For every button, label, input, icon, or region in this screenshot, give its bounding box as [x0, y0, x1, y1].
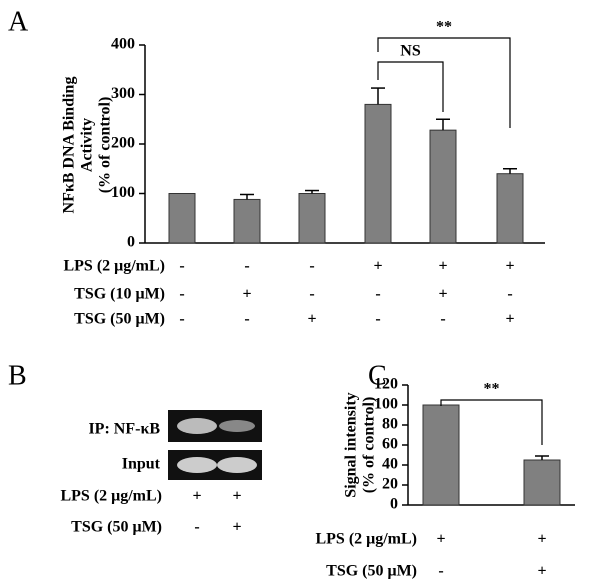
- bar: [233, 198, 261, 244]
- bar: [298, 193, 326, 244]
- y-tick-label: 40: [382, 456, 398, 473]
- condition-mark: -: [375, 311, 380, 328]
- lane-label: IP: NF-κB: [88, 421, 160, 438]
- condition-label: LPS (2 μg/mL): [315, 531, 417, 548]
- significance-bracket: [377, 37, 511, 128]
- bar: [429, 129, 457, 244]
- condition-mark: +: [537, 531, 546, 548]
- y-tick-label: 0: [390, 496, 398, 513]
- bar: [523, 459, 561, 506]
- condition-mark: -: [179, 286, 184, 303]
- panel-label: A: [8, 6, 29, 37]
- y-tick-label: 200: [111, 135, 135, 152]
- bar: [496, 173, 524, 244]
- y-tick-label: 20: [382, 476, 398, 493]
- y-axis-label: Signal intensity: [343, 392, 360, 497]
- condition-mark: -: [375, 286, 380, 303]
- condition-mark: -: [194, 519, 199, 536]
- annotation: **: [436, 19, 452, 36]
- condition-label: TSG (50 μM): [74, 311, 165, 328]
- y-tick-label: 120: [374, 376, 398, 393]
- condition-mark: -: [438, 563, 443, 580]
- annotation: NS: [400, 43, 421, 60]
- annotation: **: [484, 381, 500, 398]
- y-axis-label: (% of control): [361, 397, 378, 494]
- y-tick-label: 400: [111, 36, 135, 53]
- condition-mark: +: [373, 258, 382, 275]
- y-tick-label: 100: [374, 396, 398, 413]
- band: [177, 418, 217, 434]
- band: [177, 457, 217, 473]
- y-tick-label: 100: [111, 184, 135, 201]
- bar: [168, 193, 196, 244]
- condition-mark: -: [309, 286, 314, 303]
- condition-mark: +: [505, 258, 514, 275]
- condition-mark: +: [537, 563, 546, 580]
- y-axis-label: (% of control): [97, 97, 114, 194]
- significance-bracket: [440, 399, 543, 445]
- condition-mark: +: [232, 488, 241, 505]
- condition-mark: -: [179, 258, 184, 275]
- condition-mark: -: [179, 311, 184, 328]
- condition-mark: +: [307, 311, 316, 328]
- condition-mark: -: [244, 311, 249, 328]
- bar: [364, 103, 392, 244]
- condition-mark: +: [242, 286, 251, 303]
- y-tick-label: 80: [382, 416, 398, 433]
- condition-mark: +: [436, 531, 445, 548]
- bar: [422, 404, 460, 506]
- panel-label: C: [368, 360, 387, 391]
- y-axis-label: Activity: [79, 118, 96, 172]
- band: [219, 420, 255, 432]
- condition-label: TSG (10 μM): [74, 286, 165, 303]
- condition-mark: +: [438, 258, 447, 275]
- condition-mark: -: [440, 311, 445, 328]
- y-tick-label: 300: [111, 85, 135, 102]
- gel: [168, 410, 262, 480]
- lane-label: Input: [122, 456, 161, 473]
- y-tick-label: 0: [127, 234, 135, 251]
- condition-label: LPS (2 μg/mL): [60, 488, 162, 505]
- condition-label: TSG (50 μM): [326, 563, 417, 580]
- condition-mark: -: [507, 286, 512, 303]
- panel-label: B: [8, 360, 27, 391]
- condition-mark: -: [244, 258, 249, 275]
- condition-mark: +: [232, 519, 241, 536]
- y-tick-label: 60: [382, 436, 398, 453]
- condition-mark: +: [505, 311, 514, 328]
- condition-mark: +: [192, 488, 201, 505]
- condition-mark: -: [309, 258, 314, 275]
- condition-label: LPS (2 μg/mL): [63, 258, 165, 275]
- condition-mark: +: [438, 286, 447, 303]
- y-axis-label: NFκB DNA Binding: [61, 77, 78, 214]
- condition-label: TSG (50 μM): [71, 519, 162, 536]
- band: [217, 457, 257, 473]
- significance-bracket: [377, 61, 444, 112]
